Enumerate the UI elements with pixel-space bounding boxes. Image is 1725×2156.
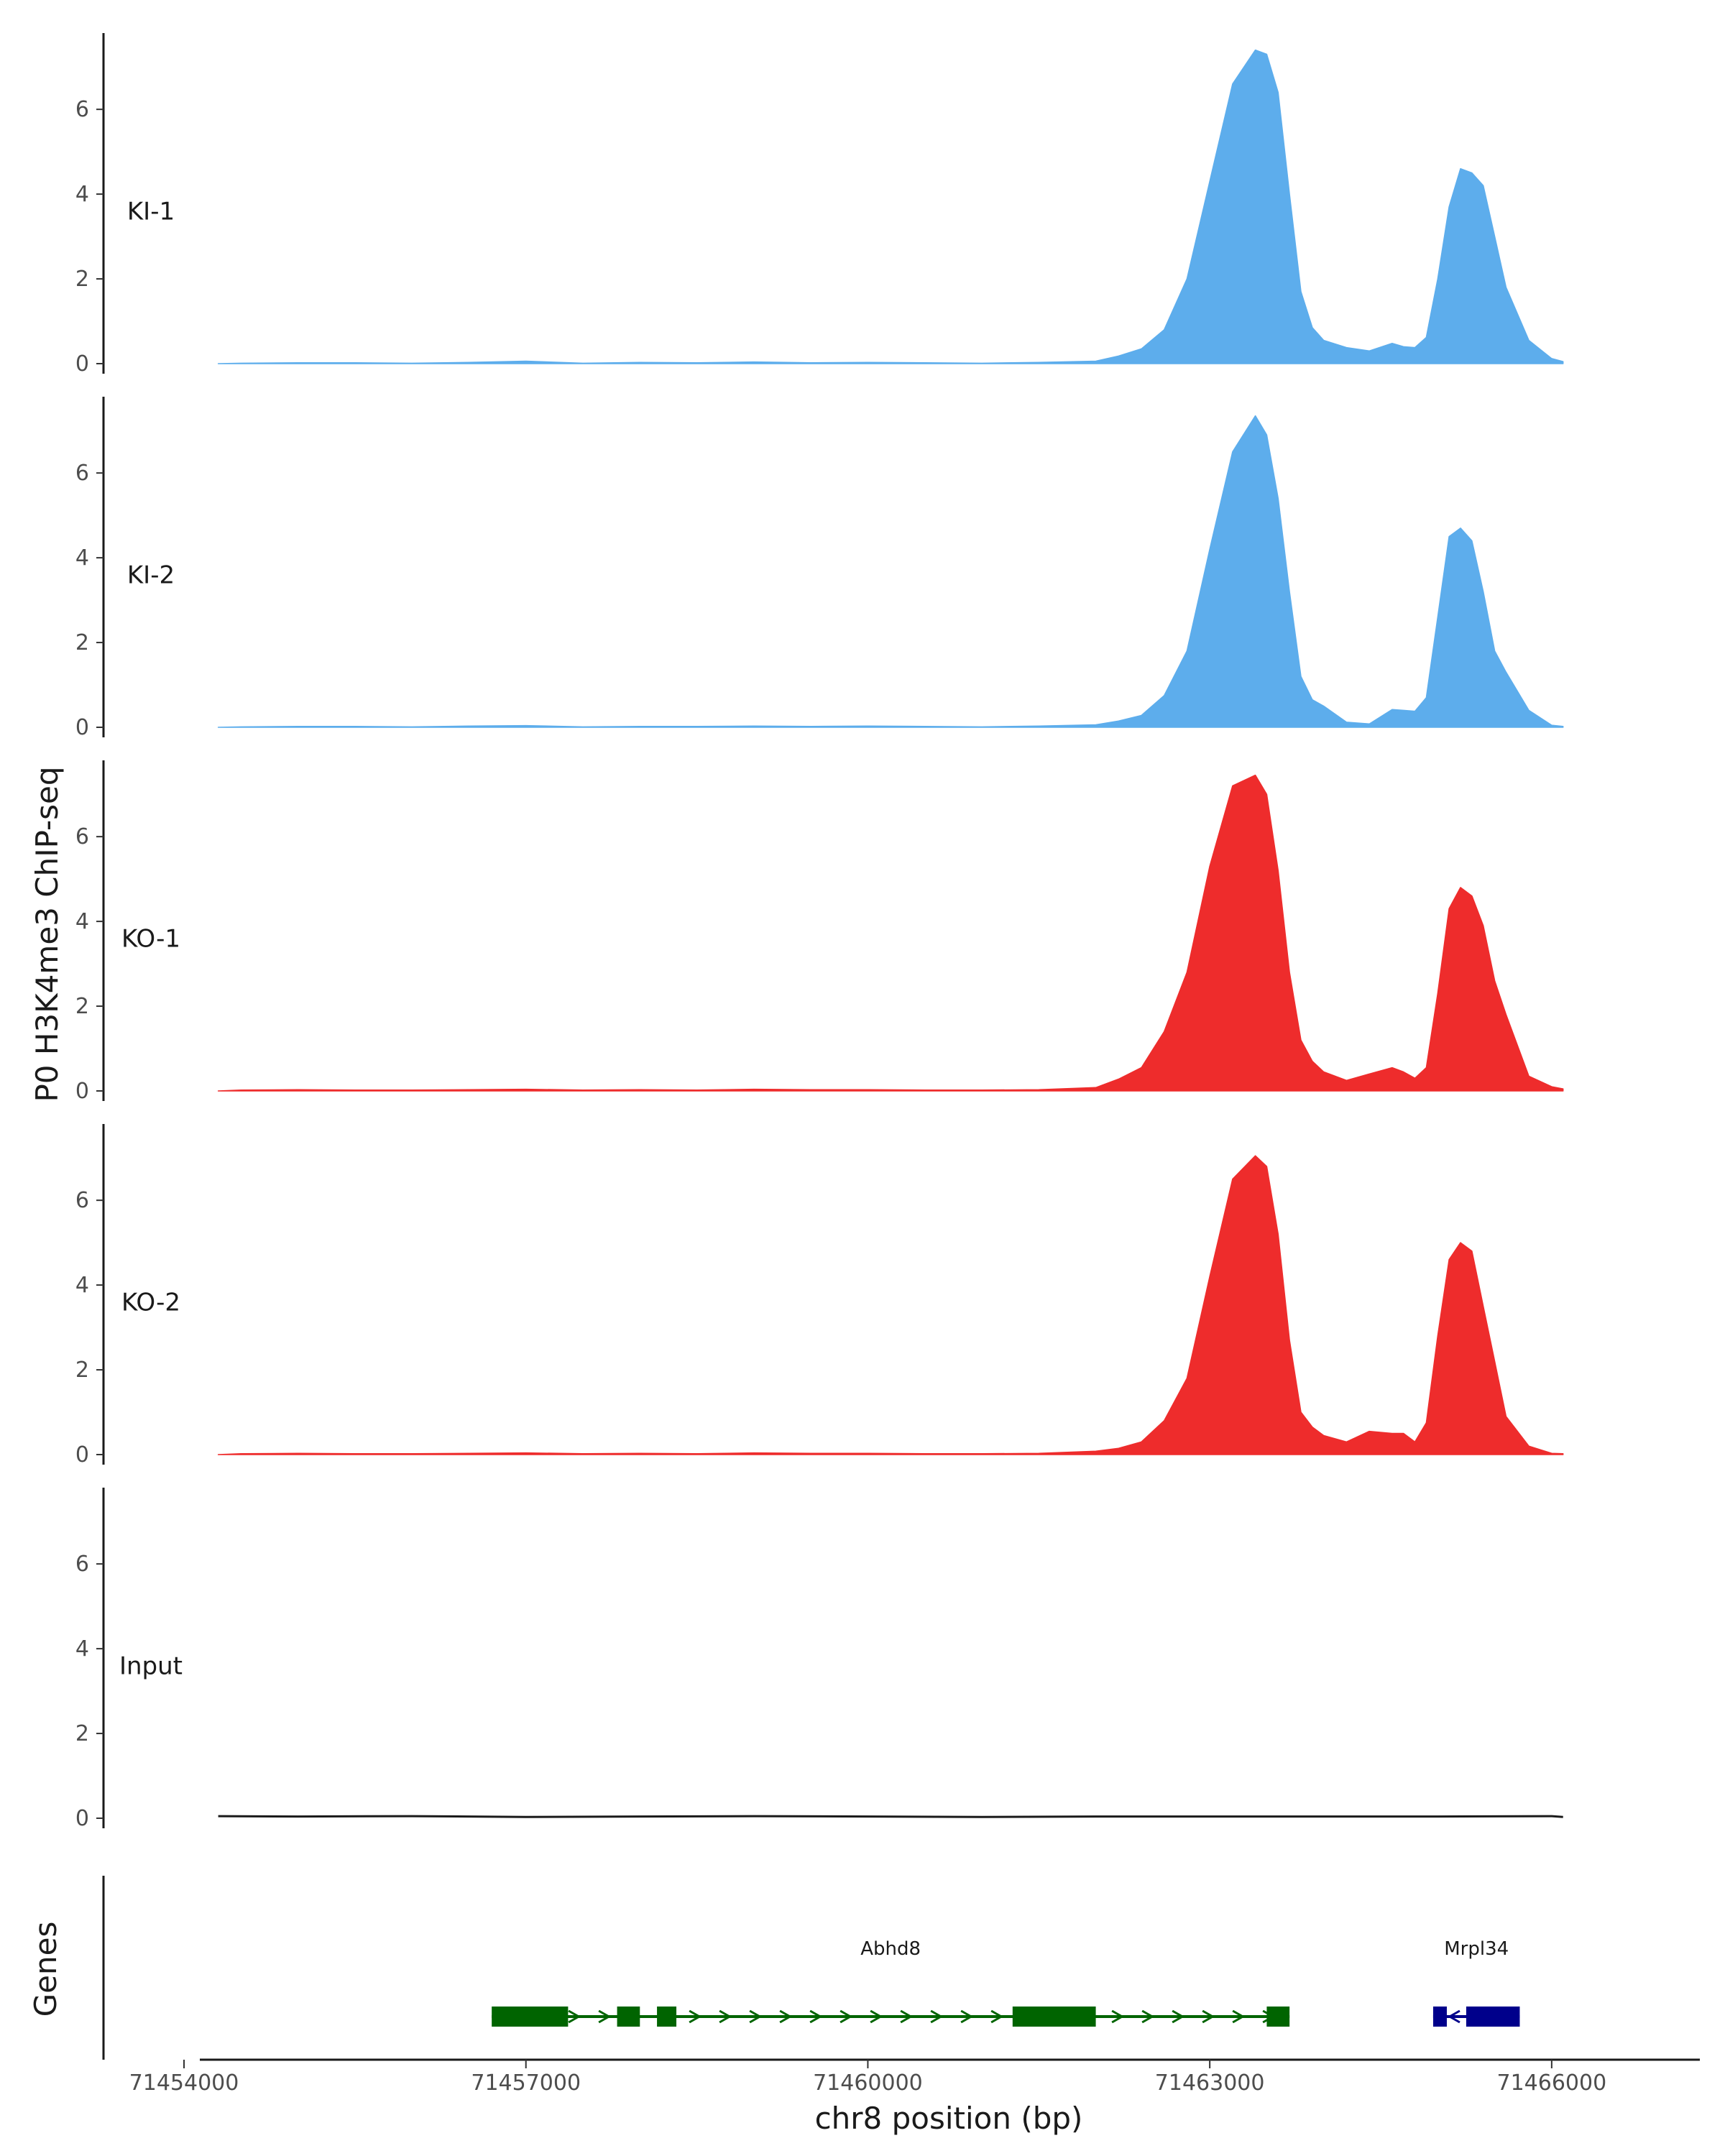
track-label: Input xyxy=(119,1652,183,1681)
genes-panel-title: Genes xyxy=(28,1922,63,2017)
gene-panel: Abhd8 Mrpl34 xyxy=(102,1876,1520,2060)
coverage-area xyxy=(217,415,1564,728)
strand-arrow xyxy=(1232,2009,1246,2024)
strand-arrow xyxy=(930,2009,944,2024)
y-tick-label: 0 xyxy=(75,1806,89,1831)
gene-label: Abhd8 xyxy=(860,1938,921,1960)
strand-arrow xyxy=(1141,2009,1155,2024)
y-tick-label: 2 xyxy=(75,630,89,655)
y-tick-label: 4 xyxy=(75,909,89,934)
strand-arrow xyxy=(779,2009,793,2024)
coverage-line xyxy=(218,1815,1563,1818)
y-tick-label: 0 xyxy=(75,1079,89,1104)
track-label: KI-2 xyxy=(127,561,175,590)
exon-block xyxy=(1266,2007,1290,2027)
x-tick-label: 71463000 xyxy=(1155,2070,1265,2096)
y-tick-label: 0 xyxy=(75,715,89,740)
gene-abhd8: Abhd8 xyxy=(492,1938,1290,2027)
track-panel-input: 0 2 4 6 Input xyxy=(75,1488,1563,1831)
strand-arrow xyxy=(719,2009,732,2024)
y-tick-label: 2 xyxy=(75,1358,89,1383)
track-panel-ko-2: 0 2 4 6 KO-2 xyxy=(75,1124,1564,1468)
strand-arrow xyxy=(960,2009,974,2024)
strand-arrow xyxy=(1202,2009,1215,2024)
y-tick-label: 6 xyxy=(75,461,89,486)
y-tick-label: 4 xyxy=(75,1636,89,1662)
exon-block xyxy=(492,2007,569,2027)
strand-arrow xyxy=(598,2009,612,2024)
strand-arrow xyxy=(900,2009,914,2024)
x-tick-label: 71457000 xyxy=(471,2070,581,2096)
strand-arrow xyxy=(689,2009,702,2024)
strand-arrow xyxy=(1172,2009,1185,2024)
track-label: KI-1 xyxy=(127,198,175,226)
coverage-area xyxy=(217,49,1564,364)
strand-arrow xyxy=(809,2009,823,2024)
exon-block xyxy=(1432,2007,1447,2027)
gene-mrpl34: Mrpl34 xyxy=(1432,1938,1520,2027)
y-axis-title: P0 H3K4me3 ChIP-seq xyxy=(29,766,65,1102)
strand-arrow xyxy=(568,2009,581,2024)
coverage-area xyxy=(217,774,1564,1092)
y-tick-label: 4 xyxy=(75,1273,89,1298)
track-label: KO-1 xyxy=(121,925,180,954)
y-tick-label: 6 xyxy=(75,824,89,849)
exon-block xyxy=(1012,2007,1096,2027)
y-tick-label: 0 xyxy=(75,351,89,377)
track-panel-ki-1: 0 2 4 6 KI-1 xyxy=(75,33,1564,377)
y-tick-label: 6 xyxy=(75,1552,89,1577)
y-tick-label: 2 xyxy=(75,994,89,1019)
y-tick-label: 6 xyxy=(75,1188,89,1213)
exon-block xyxy=(617,2007,640,2027)
y-tick-label: 2 xyxy=(75,1721,89,1746)
track-label: KO-2 xyxy=(121,1289,180,1317)
strand-arrow xyxy=(1111,2009,1125,2024)
y-tick-label: 4 xyxy=(75,545,89,571)
x-tick-label: 71460000 xyxy=(813,2070,923,2096)
track-panel-ko-1: 0 2 4 6 KO-1 xyxy=(75,760,1564,1104)
strand-arrow xyxy=(840,2009,853,2024)
strand-arrow xyxy=(990,2009,1004,2024)
x-tick-label: 71466000 xyxy=(1497,2070,1607,2096)
strand-arrow xyxy=(749,2009,763,2024)
y-tick-label: 6 xyxy=(75,97,89,122)
track-panels: 0 2 4 6 KI-1 0 2 4 6 KI-2 0 2 4 6 KO-1 0 2 4 6 KO-2 0 2 4 6 Inpu… xyxy=(75,33,1564,1831)
track-panel-ki-2: 0 2 4 6 KI-2 xyxy=(75,397,1564,740)
exon-block xyxy=(657,2007,677,2027)
strand-arrow xyxy=(870,2009,883,2024)
y-tick-label: 4 xyxy=(75,182,89,207)
x-tick-label: 71454000 xyxy=(129,2070,239,2096)
y-tick-label: 0 xyxy=(75,1442,89,1468)
exon-block xyxy=(1466,2007,1520,2027)
x-axis: 71454000 71457000 71460000 71463000 71466000 xyxy=(129,2058,1700,2096)
y-tick-label: 2 xyxy=(75,267,89,292)
x-axis-title: chr8 position (bp) xyxy=(815,2101,1083,2136)
coverage-area xyxy=(217,1155,1564,1455)
gene-label: Mrpl34 xyxy=(1444,1938,1509,1960)
strand-arrow xyxy=(1447,2009,1460,2024)
